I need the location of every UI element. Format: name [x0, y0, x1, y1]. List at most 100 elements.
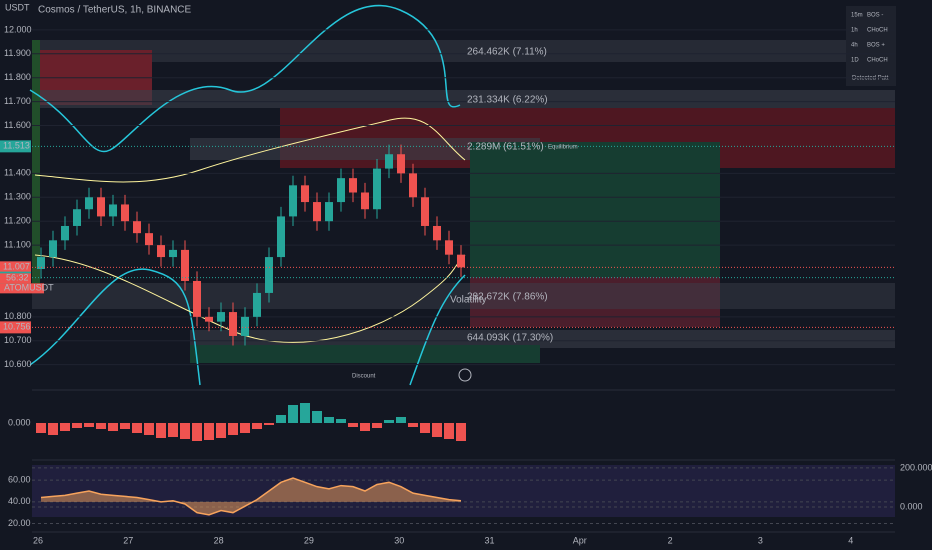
- x-tick-label: Apr: [573, 535, 587, 545]
- candle-body: [85, 197, 93, 210]
- candle-body: [193, 280, 201, 317]
- y-tick-label: 11.700: [4, 96, 31, 106]
- histogram-bar: [252, 423, 262, 429]
- symbol: ATOMUSDT: [4, 283, 54, 293]
- y-tick-label: 11.300: [4, 192, 31, 202]
- histogram-bar: [240, 423, 250, 433]
- zone: [190, 345, 540, 363]
- tag-extra: [0, 273, 31, 284]
- histogram-bar: [72, 423, 82, 428]
- y2-tick-label: 0.000: [900, 501, 923, 511]
- band-upper: [29, 4, 461, 153]
- histogram-bar: [264, 423, 274, 425]
- candle-body: [385, 154, 393, 169]
- replay-icon[interactable]: [458, 368, 472, 382]
- chart-title: Cosmos / TetherUS, 1h, BINANCE: [38, 5, 192, 16]
- price-tag-label: 11.513: [3, 141, 30, 151]
- countdown: 56:32: [6, 273, 29, 283]
- candle-body: [169, 249, 177, 258]
- y-tick-label: 11.800: [4, 72, 31, 82]
- currency: USDT: [5, 2, 30, 12]
- candle-body: [277, 216, 285, 258]
- histogram-bar: [120, 423, 130, 429]
- histogram-bar: [432, 423, 442, 437]
- candle-body: [445, 240, 453, 255]
- zone: [190, 330, 895, 348]
- zone: [470, 142, 720, 277]
- x-tick-label: 4: [848, 535, 853, 545]
- zone-label: 264.462K (7.11%): [467, 47, 547, 58]
- y-tick-label: 11.100: [4, 239, 31, 249]
- histogram-bar: [84, 423, 94, 427]
- histogram-bar: [60, 423, 70, 431]
- candle-body: [373, 168, 381, 210]
- histogram-bar: [156, 423, 166, 438]
- histogram-bar: [324, 417, 334, 423]
- y-tick-label: 12.000: [4, 24, 32, 34]
- histogram-bar: [168, 423, 178, 437]
- histogram-bar: [288, 405, 298, 423]
- table-cell: CHoCH: [867, 28, 888, 34]
- histogram-bar: [360, 423, 370, 431]
- price-tag: [0, 140, 31, 153]
- candle-body: [265, 257, 273, 293]
- histogram-bar: [372, 423, 382, 428]
- histogram-bar: [180, 423, 190, 439]
- table-cell: 1h: [851, 28, 858, 34]
- y-tick-label: 11.600: [4, 120, 31, 130]
- zone-label: Discount: [352, 374, 376, 380]
- table-cell: 1D: [851, 58, 859, 64]
- candle-body: [349, 178, 357, 193]
- y-tick-label: 11.400: [4, 168, 31, 178]
- histogram-bar: [144, 423, 154, 435]
- candle-body: [397, 154, 405, 174]
- candle-body: [313, 202, 321, 222]
- candle-body: [109, 204, 117, 217]
- price-tag-label: 10.756: [3, 322, 31, 332]
- zone-label: 2.289M (61.51%): [467, 142, 544, 153]
- histogram-bar: [336, 419, 346, 423]
- x-tick-label: 3: [758, 535, 763, 545]
- histogram-bar: [36, 423, 46, 433]
- candle-body: [241, 316, 249, 336]
- symbol-tag: [0, 283, 44, 294]
- candle-body: [181, 249, 189, 281]
- candle-body: [229, 312, 237, 336]
- candle-body: [217, 312, 225, 322]
- candle-body: [61, 225, 69, 241]
- candle-body: [121, 204, 129, 222]
- price-tag: [0, 321, 31, 334]
- candle-body: [157, 245, 165, 258]
- candle-body: [205, 316, 213, 322]
- y-tick-label: 0.000: [8, 417, 31, 427]
- candle-body: [421, 197, 429, 226]
- x-tick-label: 30: [394, 535, 404, 545]
- candle-body: [457, 254, 465, 268]
- histogram-bar: [276, 415, 286, 423]
- zone: [470, 277, 720, 327]
- y2-tick-label: 200.000: [900, 462, 932, 472]
- x-tick-label: 2: [668, 535, 673, 545]
- table-cell: BOS -: [867, 13, 883, 19]
- y-tick-label: 10.800: [4, 311, 32, 321]
- structure-table: [846, 6, 896, 86]
- rsi-line: [40, 477, 462, 516]
- x-tick-label: 26: [33, 535, 43, 545]
- zone: [190, 138, 540, 160]
- y-tick-label: 10.600: [4, 359, 32, 369]
- candle-body: [433, 225, 441, 241]
- zone: [32, 40, 895, 62]
- histogram-bar: [384, 420, 394, 423]
- candle-body: [301, 185, 309, 203]
- table-cell: BOS +: [867, 43, 885, 49]
- x-tick-label: 28: [214, 535, 224, 545]
- rsi-band: [32, 465, 895, 517]
- table-cell: 15m: [851, 13, 863, 19]
- histogram-bar: [408, 423, 418, 427]
- histogram-bar: [312, 411, 322, 423]
- histogram-bar: [216, 423, 226, 438]
- zone-label: Volatility: [450, 295, 487, 306]
- histogram-bar: [192, 423, 202, 441]
- candle-body: [133, 221, 141, 234]
